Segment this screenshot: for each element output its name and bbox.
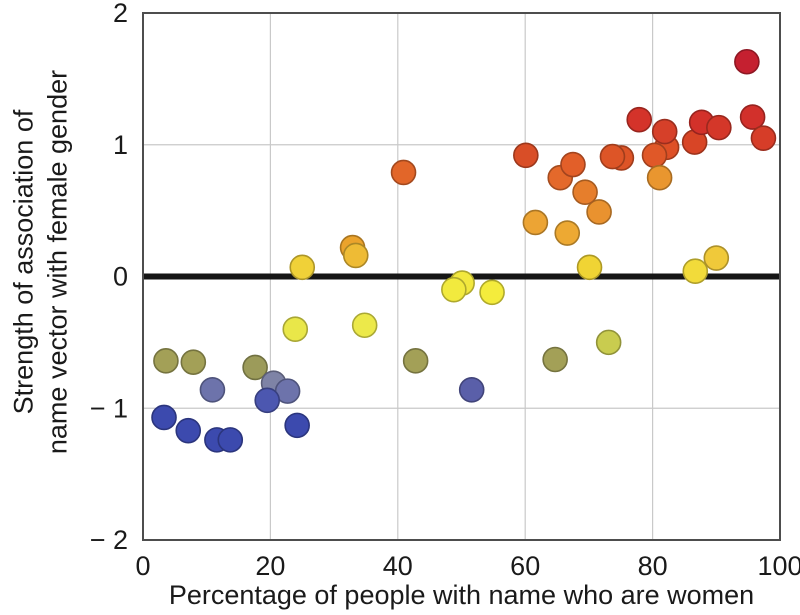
data-point xyxy=(554,220,581,246)
data-point xyxy=(572,179,598,205)
data-point xyxy=(750,125,777,151)
data-point xyxy=(734,48,760,75)
data-point xyxy=(703,245,730,271)
data-point xyxy=(351,312,378,339)
data-point xyxy=(586,199,612,225)
x-tick-label: 100 xyxy=(757,551,800,581)
y-tick-label: − 1 xyxy=(90,393,128,423)
data-point xyxy=(626,106,653,133)
y-axis-title-line1: Strength of association of xyxy=(8,109,39,415)
data-point xyxy=(513,142,539,169)
data-point xyxy=(342,242,369,269)
x-tick-label: 20 xyxy=(255,551,285,581)
data-point xyxy=(706,114,732,141)
data-point xyxy=(739,104,766,130)
data-point xyxy=(599,143,626,170)
x-tick-label: 80 xyxy=(638,551,668,581)
data-point xyxy=(254,387,281,414)
data-point xyxy=(217,427,244,453)
data-point xyxy=(576,254,603,281)
data-point xyxy=(595,329,622,356)
data-point xyxy=(441,276,467,303)
y-tick-label: 1 xyxy=(113,130,128,160)
data-point xyxy=(646,164,673,191)
y-tick-label: − 2 xyxy=(90,525,128,555)
data-point xyxy=(289,254,316,281)
y-axis-title-line2: name vector with female gender xyxy=(42,69,73,455)
y-tick-label: 2 xyxy=(113,0,128,28)
x-axis-title: Percentage of people with name who are w… xyxy=(168,580,755,610)
data-point xyxy=(282,316,309,343)
data-point xyxy=(153,348,179,374)
data-point xyxy=(542,346,568,373)
data-point xyxy=(651,118,678,145)
data-point xyxy=(402,348,429,374)
data-point xyxy=(479,279,505,306)
data-point xyxy=(175,417,202,444)
data-point xyxy=(522,209,549,236)
data-point xyxy=(199,377,226,403)
data-point xyxy=(458,377,485,403)
x-tick-label: 60 xyxy=(510,551,540,581)
y-tick-label: 0 xyxy=(113,262,128,292)
data-point xyxy=(284,412,310,439)
data-point xyxy=(242,354,268,381)
x-tick-label: 0 xyxy=(135,551,150,581)
x-tick-label: 40 xyxy=(383,551,413,581)
data-point xyxy=(560,151,586,178)
data-point xyxy=(180,349,207,375)
plot-frame xyxy=(142,12,781,541)
data-point xyxy=(390,159,417,186)
data-point xyxy=(682,258,709,285)
data-point xyxy=(151,404,177,431)
data-point xyxy=(641,142,668,169)
